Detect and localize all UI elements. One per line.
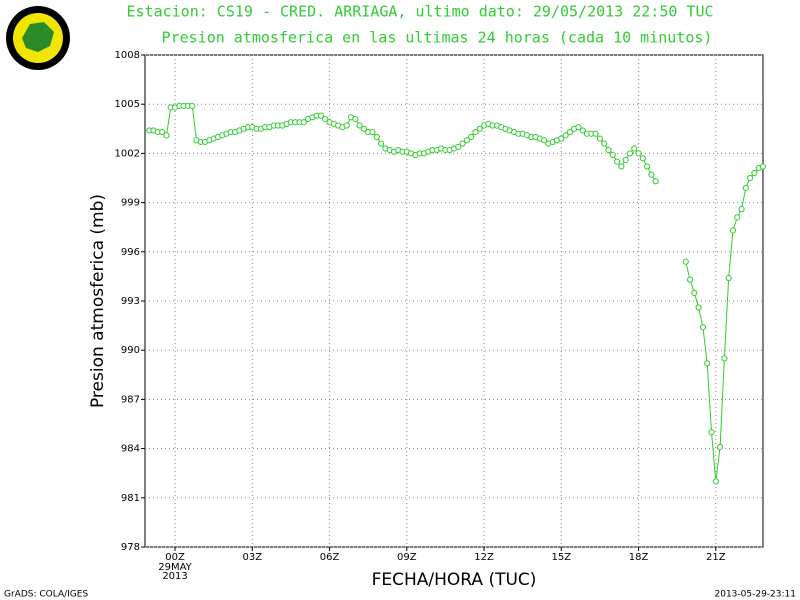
data-point xyxy=(613,158,621,165)
data-point xyxy=(343,122,350,129)
y-tick-label: 978 xyxy=(121,542,140,553)
data-point xyxy=(459,140,466,147)
x-tick-label: 03Z xyxy=(243,552,263,563)
data-point xyxy=(352,115,359,123)
y-tick-label: 981 xyxy=(121,493,140,504)
data-point xyxy=(360,125,367,132)
y-tick-label: 990 xyxy=(121,345,140,356)
data-point xyxy=(635,150,642,157)
y-axis-label: Presion atmosferica (mb) xyxy=(88,194,108,408)
data-point xyxy=(163,132,170,139)
chart-subtitle: Presion atmosferica en las ultimas 24 ho… xyxy=(162,29,713,47)
data-point xyxy=(652,178,659,185)
data-point xyxy=(644,163,651,170)
data-point xyxy=(558,135,565,142)
data-point xyxy=(356,122,363,129)
data-point xyxy=(605,147,612,154)
data-point xyxy=(592,130,599,137)
data-point xyxy=(631,145,638,152)
data-point xyxy=(622,156,629,164)
data-point xyxy=(377,140,385,147)
data-point xyxy=(541,137,548,144)
data-point xyxy=(373,133,380,141)
x-tick-label: 12Z xyxy=(474,552,494,563)
data-point xyxy=(575,124,582,131)
data-point xyxy=(472,128,479,136)
x-date-label: 2013 xyxy=(162,571,187,582)
data-point xyxy=(751,169,758,177)
data-point xyxy=(759,163,767,170)
data-point xyxy=(721,355,728,362)
data-point xyxy=(189,102,196,109)
data-point xyxy=(699,324,707,331)
x-tick-label: 06Z xyxy=(320,552,340,563)
data-point xyxy=(712,478,719,485)
data-point xyxy=(322,115,329,123)
x-tick-label: 18Z xyxy=(629,552,649,563)
data-point xyxy=(695,304,702,311)
data-line xyxy=(149,105,764,482)
data-point xyxy=(716,443,724,451)
data-point xyxy=(562,132,569,139)
data-point xyxy=(566,128,573,136)
data-point xyxy=(639,155,646,162)
y-tick-label: 1005 xyxy=(115,99,140,110)
y-tick-label: 1008 xyxy=(115,50,140,61)
data-point xyxy=(468,133,475,141)
y-tick-label: 1002 xyxy=(115,148,140,159)
data-point xyxy=(463,137,470,144)
y-tick-label: 996 xyxy=(121,247,140,258)
data-point xyxy=(725,274,732,282)
x-tick-label: 09Z xyxy=(397,552,417,563)
y-tick-label: 999 xyxy=(121,198,140,209)
data-point xyxy=(317,112,325,119)
data-point xyxy=(742,184,749,191)
y-tick-label: 993 xyxy=(121,296,140,307)
chart-title: Estacion: CS19 - CRED. ARRIAGA, ultimo d… xyxy=(127,3,714,21)
y-tick-label: 987 xyxy=(121,394,140,405)
data-point xyxy=(300,119,307,126)
data-point xyxy=(686,276,694,283)
data-point xyxy=(455,143,462,150)
data-point xyxy=(738,206,745,213)
data-point xyxy=(648,171,655,178)
data-point xyxy=(747,174,754,182)
y-tick-label: 984 xyxy=(121,444,140,455)
data-point xyxy=(626,150,634,157)
footer-left: GrADS: COLA/IGES xyxy=(4,590,88,600)
data-point xyxy=(476,125,483,132)
data-point xyxy=(682,258,689,265)
data-point xyxy=(369,128,376,136)
data-point xyxy=(708,429,715,436)
x-tick-label: 21Z xyxy=(706,552,726,563)
data-point xyxy=(596,135,604,142)
data-point xyxy=(601,140,608,147)
data-point xyxy=(579,127,586,134)
data-point xyxy=(729,227,737,234)
data-point xyxy=(159,128,166,136)
logo xyxy=(6,6,70,70)
x-tick-label: 00Z xyxy=(165,552,185,563)
data-point xyxy=(691,289,698,296)
data-point xyxy=(609,151,616,159)
data-point xyxy=(704,360,711,367)
x-date-label: 29MAY xyxy=(158,562,192,573)
data-point xyxy=(734,214,741,221)
x-axis-label: FECHA/HORA (TUC) xyxy=(372,570,537,590)
x-tick-label: 15Z xyxy=(552,552,572,563)
data-point xyxy=(618,163,625,170)
footer-right: 2013-05-29-23:11 xyxy=(715,590,797,600)
